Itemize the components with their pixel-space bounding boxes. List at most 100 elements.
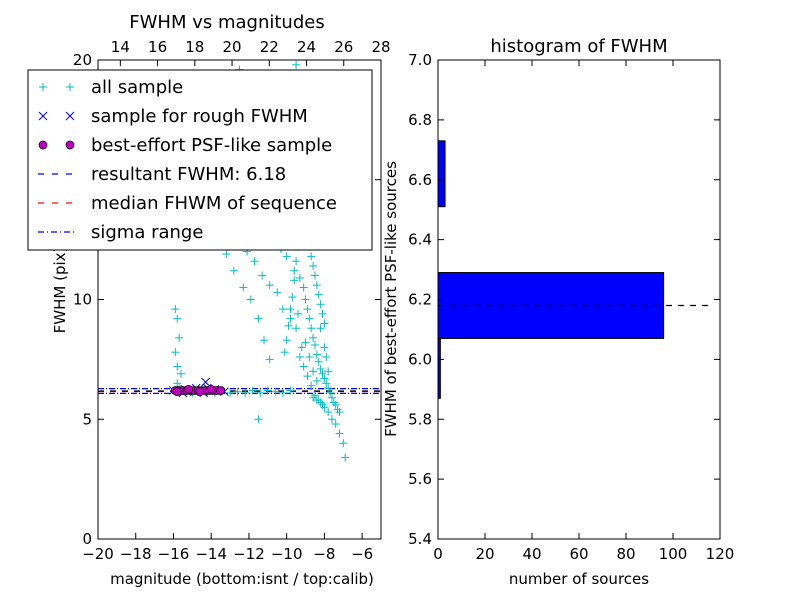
x-tick-label: 40 xyxy=(522,545,541,563)
top-x-tick-label: 14 xyxy=(111,38,130,56)
all-sample-point xyxy=(316,364,325,373)
histogram-x-axis-label: number of sources xyxy=(509,570,649,588)
all-sample-point xyxy=(314,290,323,299)
all-sample-point xyxy=(254,314,263,323)
legend-entry: all sample xyxy=(39,77,183,98)
all-sample-point xyxy=(290,276,299,285)
histogram-title: histogram of FWHM xyxy=(490,36,667,57)
x-tick-label: 80 xyxy=(616,545,635,563)
y-tick-label: 6.6 xyxy=(408,171,432,189)
all-sample-point xyxy=(226,388,235,397)
all-sample-point xyxy=(297,343,306,352)
all-sample-point xyxy=(310,271,319,280)
top-x-tick-label: 28 xyxy=(371,38,390,56)
legend-marker-plus-icon xyxy=(39,83,47,91)
all-sample-point xyxy=(175,333,184,342)
x-tick-label: −8 xyxy=(313,545,335,563)
all-sample-point xyxy=(254,415,263,424)
all-sample-point xyxy=(292,324,301,333)
all-sample-point xyxy=(320,343,329,352)
x-tick-label: −6 xyxy=(351,545,373,563)
x-tick-label: −10 xyxy=(271,545,303,563)
all-sample-point xyxy=(239,283,248,292)
scatter-plot-area xyxy=(98,60,381,462)
y-tick-label: 0 xyxy=(82,530,92,548)
all-sample-point xyxy=(318,309,327,318)
all-sample-point xyxy=(331,420,340,429)
all-sample-point xyxy=(324,384,333,393)
all-sample-point xyxy=(316,324,325,333)
all-sample-point xyxy=(303,305,312,314)
all-sample-point xyxy=(309,367,318,376)
all-sample-point xyxy=(271,387,280,396)
legend-label: sigma range xyxy=(91,222,203,243)
all-sample-point xyxy=(280,348,289,357)
all-sample-point xyxy=(320,319,329,328)
all-sample-point xyxy=(322,352,331,361)
all-sample-point xyxy=(222,249,231,258)
all-sample-point xyxy=(260,336,269,345)
x-tick-label: −20 xyxy=(82,545,114,563)
all-sample-point xyxy=(286,305,295,314)
all-sample-point xyxy=(324,367,333,376)
all-sample-point xyxy=(307,324,316,333)
all-sample-point xyxy=(312,281,321,290)
x-tick-label: 0 xyxy=(433,545,443,563)
top-x-tick-label: 24 xyxy=(297,38,316,56)
legend-box xyxy=(27,69,373,251)
all-sample-point xyxy=(335,408,344,417)
legend-label: best-effort PSF-like sample xyxy=(91,135,332,156)
all-sample-point xyxy=(327,415,336,424)
all-sample-point xyxy=(324,408,333,417)
legend-label: sample for rough FWHM xyxy=(91,106,308,127)
histogram-plot-area xyxy=(437,140,711,399)
all-sample-point xyxy=(314,396,323,405)
all-sample-point xyxy=(278,388,287,397)
all-sample-point xyxy=(171,305,180,314)
all-sample-point xyxy=(305,314,314,323)
x-tick-label: −18 xyxy=(120,545,152,563)
y-tick-label: 5 xyxy=(82,410,92,428)
y-tick-label: 6.4 xyxy=(408,231,432,249)
all-sample-point xyxy=(320,374,329,383)
all-sample-point xyxy=(292,257,301,266)
psf-like-sample-point xyxy=(195,387,205,397)
all-sample-point xyxy=(299,283,308,292)
all-sample-point xyxy=(305,352,314,361)
scatter-x-axis-label: magnitude (bottom:isnt / top:calib) xyxy=(110,570,374,588)
all-sample-point xyxy=(173,362,182,371)
x-tick-label: 20 xyxy=(475,545,494,563)
y-tick-label: 5.6 xyxy=(408,470,432,488)
all-sample-point xyxy=(326,388,335,397)
legend-marker-x-icon xyxy=(65,111,75,121)
legend-marker-circle-icon xyxy=(65,140,75,150)
all-sample-point xyxy=(248,386,257,395)
all-sample-point xyxy=(318,400,327,409)
all-sample-point xyxy=(171,348,180,357)
scatter-title: FWHM vs magnitudes xyxy=(129,12,324,33)
x-tick-label: 120 xyxy=(706,545,735,563)
all-sample-point xyxy=(309,333,318,342)
y-tick-label: 6.0 xyxy=(408,350,432,368)
all-sample-point xyxy=(229,266,238,275)
all-sample-point xyxy=(290,266,299,275)
y-tick-label: 20 xyxy=(73,51,92,69)
legend-entry: median FHWM of sequence xyxy=(38,193,337,214)
all-sample-point xyxy=(327,393,336,402)
all-sample-point xyxy=(295,273,304,282)
legend-entry: best-effort PSF-like sample xyxy=(38,135,332,156)
all-sample-point xyxy=(288,293,297,302)
y-tick-label: 6.2 xyxy=(408,291,432,309)
all-sample-point xyxy=(312,350,321,359)
all-sample-point xyxy=(282,252,291,261)
psf-like-sample-point xyxy=(216,386,225,395)
all-sample-point xyxy=(292,60,301,69)
histogram-y-axis-label: FWHM of best-effort PSF-like sources xyxy=(382,161,400,437)
all-sample-point xyxy=(341,453,350,462)
scatter-y-axis-label: FWHM (pix) xyxy=(51,247,69,334)
top-x-tick-label: 16 xyxy=(148,38,167,56)
all-sample-point xyxy=(258,271,267,280)
x-tick-label: −12 xyxy=(233,545,265,563)
legend-label: all sample xyxy=(91,77,183,98)
